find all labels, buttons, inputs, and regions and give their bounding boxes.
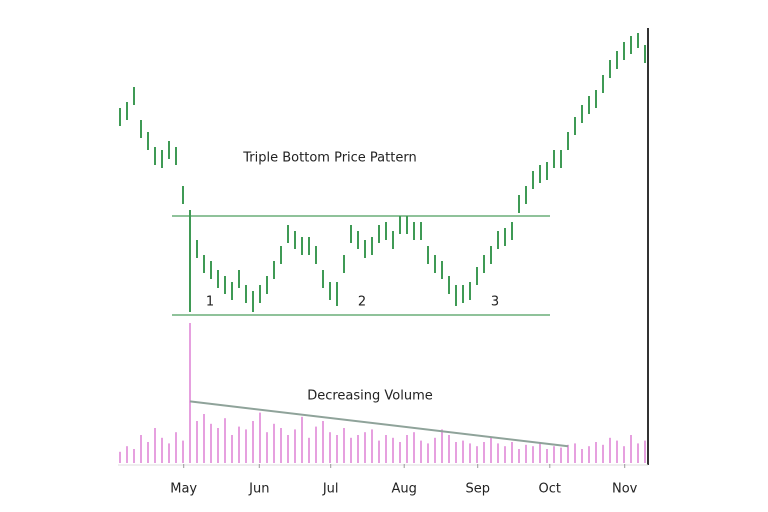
volume-bar — [497, 443, 499, 463]
volume-bar — [294, 429, 296, 463]
volume-bar — [189, 323, 191, 463]
volume-bar — [504, 446, 506, 463]
chart-title: Triple Bottom Price Pattern — [242, 151, 416, 166]
volume-bar — [602, 444, 604, 463]
volume-bar — [182, 440, 184, 463]
volume-bar — [567, 444, 569, 463]
volume-bar — [175, 432, 177, 463]
volume-bar — [532, 446, 534, 463]
volume-bar — [525, 444, 527, 463]
volume-bar — [357, 435, 359, 463]
volume-bar — [245, 429, 247, 463]
volume-bar — [616, 440, 618, 463]
volume-bar — [252, 421, 254, 463]
x-tick-label: Aug — [392, 482, 417, 497]
volume-bar — [210, 423, 212, 463]
volume-bar — [301, 416, 303, 463]
volume-bar — [469, 443, 471, 463]
volume-bar — [168, 443, 170, 463]
volume-bar — [385, 435, 387, 463]
volume-bar — [427, 443, 429, 463]
volume-bar — [644, 440, 646, 463]
volume-bar — [581, 449, 583, 463]
volume-bar — [462, 440, 464, 463]
volume-bar — [371, 429, 373, 463]
volume-bar — [420, 440, 422, 463]
volume-bar — [154, 428, 156, 463]
volume-bar — [539, 442, 541, 463]
volume-bar — [315, 426, 317, 463]
volume-bar — [560, 447, 562, 463]
volume-bar — [483, 442, 485, 463]
volume-bar — [595, 442, 597, 463]
volume-bar — [140, 435, 142, 463]
volume-bar — [434, 437, 436, 463]
volume-bar — [259, 412, 261, 463]
bottom-label: 3 — [491, 295, 499, 310]
volume-bar — [574, 443, 576, 463]
x-tick-label: Nov — [612, 482, 638, 497]
volume-bar — [553, 446, 555, 463]
volume-bar — [511, 442, 513, 463]
volume-bar — [609, 437, 611, 463]
volume-bar — [406, 435, 408, 463]
volume-bar — [378, 440, 380, 463]
volume-bar — [133, 449, 135, 463]
x-tick-label: Oct — [539, 482, 561, 497]
volume-bar — [217, 428, 219, 463]
x-tick-label: Jun — [248, 482, 269, 497]
volume-bar — [518, 449, 520, 463]
volume-bar — [203, 414, 205, 463]
volume-bar — [637, 443, 639, 463]
volume-bar — [476, 446, 478, 463]
x-tick-label: May — [170, 482, 197, 497]
volume-bar — [350, 437, 352, 463]
volume-bar — [448, 435, 450, 463]
bottom-label: 1 — [206, 295, 214, 310]
volume-bar — [546, 449, 548, 463]
volume-title: Decreasing Volume — [307, 389, 433, 404]
volume-bar — [308, 437, 310, 463]
volume-bar — [231, 435, 233, 463]
volume-bar — [399, 442, 401, 463]
volume-bar — [392, 437, 394, 463]
volume-bar — [224, 418, 226, 463]
volume-bar — [455, 442, 457, 463]
volume-bar — [336, 435, 338, 463]
volume-bar — [588, 446, 590, 463]
volume-bar — [280, 428, 282, 463]
volume-bar — [147, 442, 149, 463]
trend-line — [189, 400, 569, 448]
volume-bar — [322, 421, 324, 463]
volume-bar — [238, 426, 240, 463]
volume-bar — [196, 421, 198, 463]
volume-bar — [623, 446, 625, 463]
x-tick-label: Sep — [465, 482, 490, 497]
bottom-label: 2 — [358, 295, 366, 310]
x-tick-label: Jul — [322, 482, 339, 497]
volume-bar — [490, 437, 492, 463]
volume-bar — [413, 432, 415, 463]
volume-bar — [329, 432, 331, 463]
volume-bar — [161, 437, 163, 463]
volume-bar — [287, 435, 289, 463]
volume-bar — [364, 432, 366, 463]
volume-bar — [630, 435, 632, 463]
volume-bar — [441, 429, 443, 463]
volume-bar — [266, 432, 268, 463]
volume-bar — [343, 428, 345, 463]
volume-bar — [273, 423, 275, 463]
volume-bar — [119, 451, 121, 463]
volume-bar — [126, 446, 128, 463]
